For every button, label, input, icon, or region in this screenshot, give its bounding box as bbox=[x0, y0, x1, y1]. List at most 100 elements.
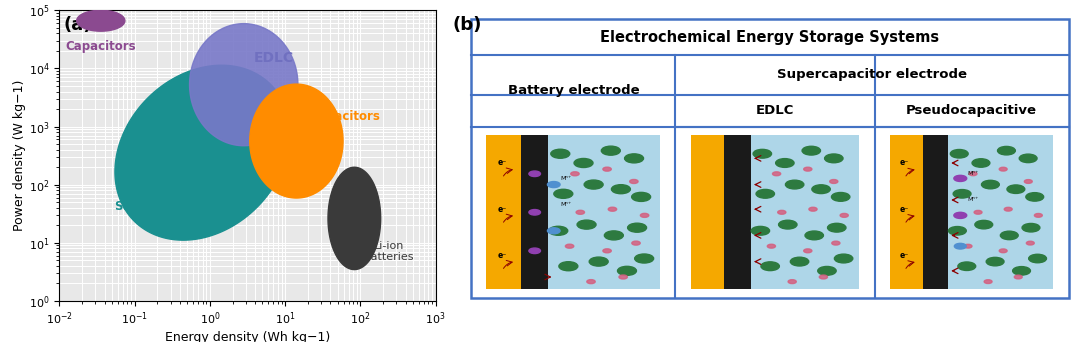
Circle shape bbox=[958, 262, 975, 271]
Text: Pseudocapacitive: Pseudocapacitive bbox=[906, 104, 1037, 117]
Y-axis label: Power density (W kg−1): Power density (W kg−1) bbox=[13, 80, 26, 231]
Circle shape bbox=[1026, 241, 1035, 245]
Polygon shape bbox=[77, 10, 125, 31]
Text: e⁻: e⁻ bbox=[900, 158, 909, 168]
Text: (a): (a) bbox=[63, 16, 92, 34]
Text: e⁻: e⁻ bbox=[498, 251, 507, 260]
Bar bbox=[690, 135, 725, 289]
Circle shape bbox=[640, 213, 649, 218]
Circle shape bbox=[984, 280, 993, 284]
Circle shape bbox=[548, 228, 561, 234]
Text: (b): (b) bbox=[453, 16, 483, 34]
Circle shape bbox=[778, 210, 786, 214]
Bar bbox=[725, 135, 751, 289]
Circle shape bbox=[812, 185, 831, 194]
Circle shape bbox=[804, 167, 812, 171]
Circle shape bbox=[1035, 213, 1042, 217]
Text: e⁻: e⁻ bbox=[498, 205, 507, 214]
Text: Mⁿ⁺: Mⁿ⁺ bbox=[561, 202, 571, 207]
Circle shape bbox=[570, 172, 579, 176]
Polygon shape bbox=[249, 84, 343, 198]
Circle shape bbox=[779, 220, 797, 229]
Circle shape bbox=[576, 210, 584, 214]
Circle shape bbox=[835, 254, 853, 263]
Circle shape bbox=[551, 149, 570, 158]
Bar bbox=[486, 135, 522, 289]
Circle shape bbox=[969, 172, 977, 176]
Text: Li-ion
Batteries: Li-ion Batteries bbox=[364, 241, 415, 262]
Circle shape bbox=[632, 241, 640, 245]
Circle shape bbox=[975, 220, 993, 229]
Circle shape bbox=[608, 207, 617, 211]
Bar bbox=[890, 135, 1053, 289]
Circle shape bbox=[805, 231, 823, 240]
Text: Battery electrode: Battery electrode bbox=[508, 84, 639, 97]
Circle shape bbox=[832, 241, 840, 245]
Circle shape bbox=[767, 244, 775, 248]
Text: Mⁿ⁺: Mⁿ⁺ bbox=[967, 171, 978, 176]
Circle shape bbox=[1028, 254, 1047, 263]
Circle shape bbox=[1014, 275, 1022, 279]
Circle shape bbox=[619, 275, 627, 279]
Circle shape bbox=[605, 231, 623, 240]
Circle shape bbox=[1022, 223, 1040, 232]
Circle shape bbox=[618, 266, 636, 275]
Circle shape bbox=[1026, 193, 1043, 201]
Circle shape bbox=[549, 226, 568, 235]
Circle shape bbox=[791, 257, 809, 266]
Circle shape bbox=[955, 244, 967, 249]
Circle shape bbox=[954, 189, 971, 198]
Circle shape bbox=[809, 207, 818, 211]
Circle shape bbox=[635, 254, 653, 263]
Circle shape bbox=[529, 248, 540, 253]
Circle shape bbox=[753, 149, 771, 158]
Circle shape bbox=[529, 171, 540, 176]
Circle shape bbox=[832, 193, 850, 201]
Circle shape bbox=[986, 257, 1004, 266]
Bar bbox=[522, 135, 549, 289]
Circle shape bbox=[630, 180, 638, 184]
Circle shape bbox=[974, 210, 982, 214]
Bar bbox=[486, 135, 660, 289]
Circle shape bbox=[575, 158, 593, 168]
Circle shape bbox=[590, 257, 608, 266]
Circle shape bbox=[577, 220, 596, 229]
Circle shape bbox=[1007, 185, 1025, 194]
Text: Supercapacitors: Supercapacitors bbox=[114, 200, 222, 213]
Circle shape bbox=[840, 213, 848, 217]
Polygon shape bbox=[328, 167, 380, 269]
Circle shape bbox=[554, 189, 572, 198]
Polygon shape bbox=[114, 65, 289, 240]
Circle shape bbox=[802, 146, 821, 155]
Circle shape bbox=[624, 154, 644, 163]
Text: Mⁿ⁺: Mⁿ⁺ bbox=[967, 197, 978, 202]
Circle shape bbox=[548, 182, 561, 187]
Circle shape bbox=[972, 159, 990, 167]
Circle shape bbox=[785, 180, 804, 189]
Text: Supercapacitor electrode: Supercapacitor electrode bbox=[777, 68, 967, 81]
Circle shape bbox=[950, 149, 968, 158]
Circle shape bbox=[761, 262, 780, 271]
Circle shape bbox=[999, 249, 1008, 253]
Circle shape bbox=[825, 154, 843, 163]
Circle shape bbox=[586, 280, 595, 284]
Text: Pseudocapacitors: Pseudocapacitors bbox=[265, 109, 381, 122]
Circle shape bbox=[820, 275, 827, 279]
Circle shape bbox=[954, 212, 967, 219]
Circle shape bbox=[818, 266, 836, 275]
Text: EDLC: EDLC bbox=[254, 51, 294, 65]
X-axis label: Energy density (Wh kg−1): Energy density (Wh kg−1) bbox=[165, 331, 330, 342]
Circle shape bbox=[603, 249, 611, 253]
Circle shape bbox=[603, 167, 611, 171]
Text: e⁻: e⁻ bbox=[900, 251, 909, 260]
Circle shape bbox=[1020, 154, 1037, 163]
Circle shape bbox=[982, 180, 999, 189]
Circle shape bbox=[948, 226, 967, 235]
Bar bbox=[690, 135, 860, 289]
Text: Electrochemical Energy Storage Systems: Electrochemical Energy Storage Systems bbox=[600, 30, 940, 45]
Circle shape bbox=[632, 192, 650, 201]
Circle shape bbox=[558, 262, 578, 271]
Bar bbox=[890, 135, 922, 289]
Circle shape bbox=[829, 180, 838, 183]
Circle shape bbox=[1024, 180, 1032, 183]
